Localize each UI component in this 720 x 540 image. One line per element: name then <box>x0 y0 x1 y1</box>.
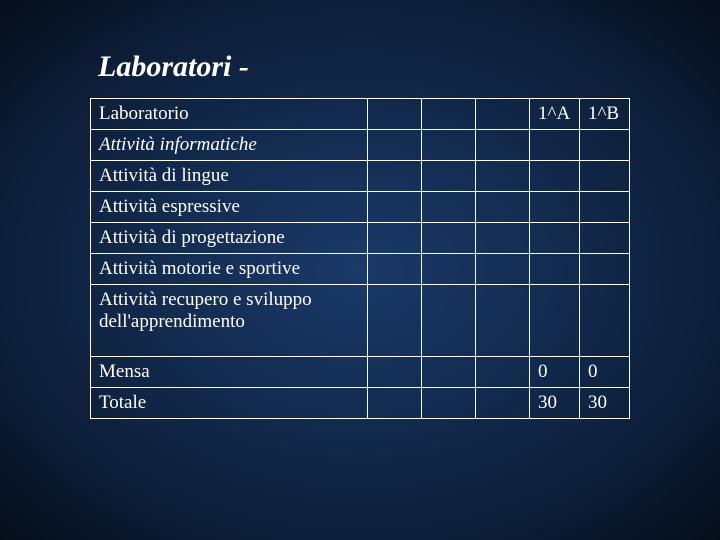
table-row: Attività di lingue <box>91 161 630 192</box>
cell-val-a <box>530 285 580 357</box>
cell-empty <box>367 223 421 254</box>
cell-empty <box>422 254 476 285</box>
cell-empty <box>367 254 421 285</box>
table-row: Totale 30 30 <box>91 388 630 419</box>
cell-val-b <box>580 254 630 285</box>
cell-val-b: 0 <box>580 357 630 388</box>
cell-empty <box>367 161 421 192</box>
cell-empty <box>476 223 530 254</box>
cell-empty <box>422 130 476 161</box>
cell-val-a: 30 <box>530 388 580 419</box>
cell-val-a <box>530 130 580 161</box>
cell-empty <box>422 388 476 419</box>
slide-title: Laboratori - <box>98 50 630 84</box>
cell-empty <box>422 357 476 388</box>
cell-val-b: 30 <box>580 388 630 419</box>
cell-val-a <box>530 161 580 192</box>
row-label: Attività recupero e sviluppo dell'appren… <box>91 285 368 357</box>
cell-empty <box>422 192 476 223</box>
cell-val-a: 0 <box>530 357 580 388</box>
cell-empty <box>367 357 421 388</box>
row-label: Attività informatiche <box>91 130 368 161</box>
row-label: Attività espressive <box>91 192 368 223</box>
cell-empty <box>367 285 421 357</box>
row-label: Attività motorie e sportive <box>91 254 368 285</box>
table-row: Attività espressive <box>91 192 630 223</box>
row-label: Attività di progettazione <box>91 223 368 254</box>
table-row: Attività recupero e sviluppo dell'appren… <box>91 285 630 357</box>
row-label: Totale <box>91 388 368 419</box>
cell-val-b <box>580 223 630 254</box>
row-label: Attività di lingue <box>91 161 368 192</box>
cell-empty <box>476 388 530 419</box>
cell-val-b <box>580 130 630 161</box>
header-empty-1 <box>367 99 421 130</box>
cell-empty <box>422 285 476 357</box>
cell-empty <box>476 285 530 357</box>
cell-empty <box>476 357 530 388</box>
laboratori-table: Laboratorio 1^A 1^B Attività informatich… <box>90 98 630 419</box>
table-row: Attività informatiche <box>91 130 630 161</box>
header-col-a: 1^A <box>530 99 580 130</box>
cell-empty <box>476 192 530 223</box>
header-empty-2 <box>422 99 476 130</box>
cell-val-a <box>530 254 580 285</box>
cell-empty <box>476 254 530 285</box>
cell-val-a <box>530 192 580 223</box>
table-header-row: Laboratorio 1^A 1^B <box>91 99 630 130</box>
cell-val-a <box>530 223 580 254</box>
header-empty-3 <box>476 99 530 130</box>
cell-empty <box>422 161 476 192</box>
header-col-b: 1^B <box>580 99 630 130</box>
cell-empty <box>367 388 421 419</box>
cell-empty <box>367 192 421 223</box>
cell-empty <box>476 130 530 161</box>
table-row: Attività motorie e sportive <box>91 254 630 285</box>
cell-val-b <box>580 161 630 192</box>
cell-empty <box>367 130 421 161</box>
row-label: Mensa <box>91 357 368 388</box>
table-row: Mensa 0 0 <box>91 357 630 388</box>
table-row: Attività di progettazione <box>91 223 630 254</box>
slide: Laboratori - Laboratorio 1^A 1^B Attivit… <box>0 0 720 540</box>
cell-val-b <box>580 285 630 357</box>
cell-empty <box>422 223 476 254</box>
cell-val-b <box>580 192 630 223</box>
header-label: Laboratorio <box>91 99 368 130</box>
cell-empty <box>476 161 530 192</box>
